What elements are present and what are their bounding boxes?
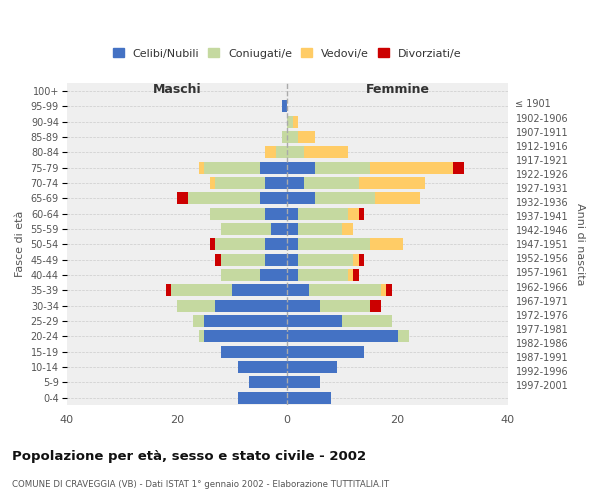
Legend: Celibi/Nubili, Coniugati/e, Vedovi/e, Divorziati/e: Celibi/Nubili, Coniugati/e, Vedovi/e, Di…	[109, 44, 466, 63]
Bar	[215, 238, 265, 250]
Bar	[210, 177, 215, 189]
Bar	[370, 238, 403, 250]
Bar	[205, 330, 287, 342]
Bar	[348, 269, 353, 281]
Bar	[452, 162, 464, 173]
Bar	[359, 254, 364, 266]
Bar	[287, 361, 337, 373]
Bar	[281, 100, 287, 112]
Bar	[205, 315, 287, 327]
Bar	[370, 162, 452, 173]
Bar	[287, 269, 298, 281]
Bar	[188, 192, 260, 204]
Bar	[315, 192, 376, 204]
Bar	[287, 254, 298, 266]
Bar	[309, 284, 381, 296]
Bar	[260, 162, 287, 173]
Bar	[359, 177, 425, 189]
Bar	[287, 116, 293, 128]
Bar	[221, 223, 271, 235]
Bar	[221, 269, 260, 281]
Bar	[293, 116, 298, 128]
Bar	[265, 146, 276, 158]
Bar	[353, 269, 359, 281]
Bar	[315, 162, 370, 173]
Bar	[298, 254, 353, 266]
Bar	[304, 177, 359, 189]
Bar	[348, 208, 359, 220]
Bar	[260, 192, 287, 204]
Bar	[248, 376, 287, 388]
Bar	[381, 284, 386, 296]
Bar	[265, 238, 287, 250]
Bar	[298, 223, 343, 235]
Bar	[376, 192, 419, 204]
Bar	[271, 223, 287, 235]
Bar	[287, 376, 320, 388]
Bar	[265, 177, 287, 189]
Bar	[343, 223, 353, 235]
Bar	[343, 315, 392, 327]
Bar	[215, 254, 221, 266]
Bar	[177, 300, 215, 312]
Bar	[298, 269, 348, 281]
Bar	[276, 146, 287, 158]
Bar	[287, 238, 298, 250]
Bar	[199, 330, 205, 342]
Bar	[205, 162, 260, 173]
Bar	[287, 284, 309, 296]
Bar	[199, 162, 205, 173]
Bar	[298, 208, 348, 220]
Bar	[172, 284, 232, 296]
Bar	[193, 315, 205, 327]
Bar	[304, 146, 348, 158]
Bar	[353, 254, 359, 266]
Text: Maschi: Maschi	[152, 84, 201, 96]
Bar	[238, 361, 287, 373]
Bar	[177, 192, 188, 204]
Bar	[287, 131, 298, 143]
Bar	[281, 131, 287, 143]
Bar	[287, 300, 320, 312]
Bar	[215, 300, 287, 312]
Bar	[221, 254, 265, 266]
Bar	[166, 284, 172, 296]
Bar	[287, 208, 298, 220]
Bar	[287, 330, 398, 342]
Bar	[210, 238, 215, 250]
Bar	[232, 284, 287, 296]
Bar	[265, 254, 287, 266]
Bar	[238, 392, 287, 404]
Bar	[398, 330, 409, 342]
Text: Popolazione per età, sesso e stato civile - 2002: Popolazione per età, sesso e stato civil…	[12, 450, 366, 463]
Bar	[287, 146, 304, 158]
Bar	[260, 269, 287, 281]
Bar	[386, 284, 392, 296]
Text: COMUNE DI CRAVEGGIA (VB) - Dati ISTAT 1° gennaio 2002 - Elaborazione TUTTITALIA.: COMUNE DI CRAVEGGIA (VB) - Dati ISTAT 1°…	[12, 480, 389, 489]
Bar	[221, 346, 287, 358]
Bar	[287, 223, 298, 235]
Bar	[298, 238, 370, 250]
Bar	[370, 300, 381, 312]
Bar	[287, 192, 315, 204]
Bar	[265, 208, 287, 220]
Bar	[287, 392, 331, 404]
Bar	[287, 315, 343, 327]
Bar	[359, 208, 364, 220]
Bar	[320, 300, 370, 312]
Bar	[298, 131, 315, 143]
Bar	[215, 177, 265, 189]
Bar	[287, 162, 315, 173]
Bar	[210, 208, 265, 220]
Bar	[287, 177, 304, 189]
Bar	[287, 346, 364, 358]
Text: Femmine: Femmine	[365, 84, 430, 96]
Y-axis label: Anni di nascita: Anni di nascita	[575, 203, 585, 285]
Y-axis label: Fasce di età: Fasce di età	[15, 211, 25, 278]
